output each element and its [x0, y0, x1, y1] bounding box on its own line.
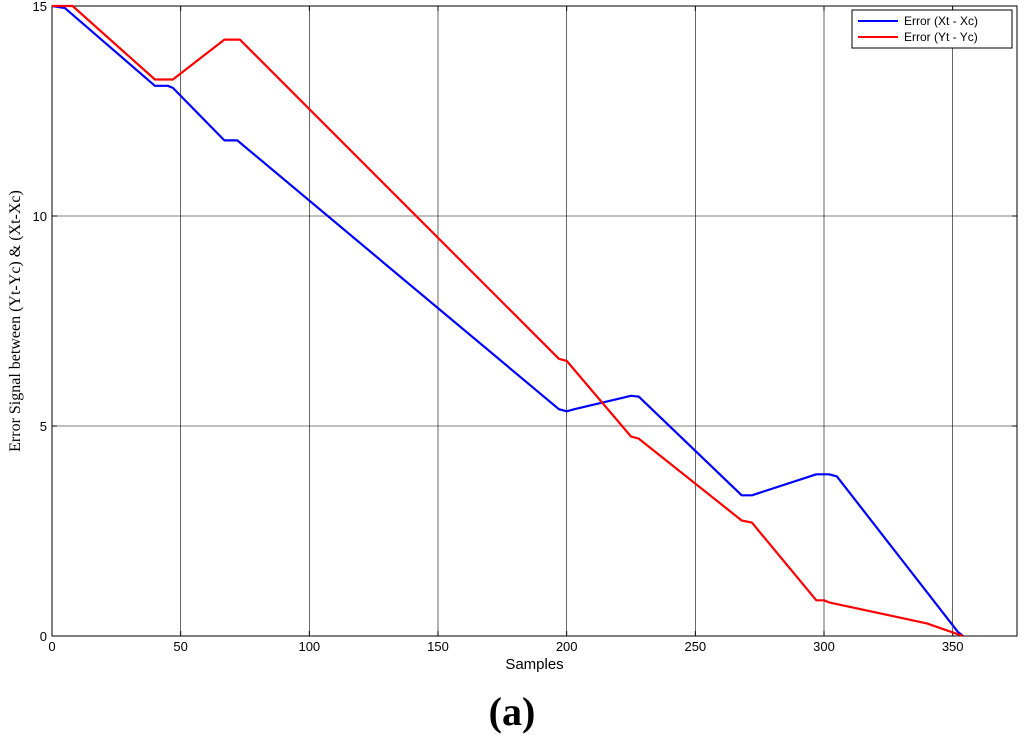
figure-caption: (a) — [0, 688, 1024, 735]
y-tick-label: 15 — [33, 0, 47, 14]
line-chart: 0 50 100 150 200 250 300 350 0 5 10 15 Samples Erro… — [7, 0, 1018, 673]
x-tick-label: 50 — [173, 639, 187, 654]
x-axis-label: Samples — [505, 656, 563, 673]
x-tick-label: 150 — [427, 639, 449, 654]
legend: Error (Xt - Xc) Error (Yt - Yc) — [851, 9, 1013, 49]
caption-letter: a — [502, 689, 522, 734]
series-lines — [51, 4, 964, 638]
y-tick-label: 0 — [40, 629, 47, 644]
y-tick-label: 5 — [40, 419, 47, 434]
legend-label-xt-xc: Error (Xt - Xc) — [904, 14, 978, 28]
y-tick-label: 10 — [33, 209, 47, 224]
axis-ticks: 0 50 100 150 200 250 300 350 0 5 10 15 — [33, 0, 1017, 654]
caption-open-paren: ( — [488, 689, 502, 734]
x-tick-label: 250 — [684, 639, 706, 654]
legend-box — [851, 9, 1013, 49]
x-tick-label: 350 — [942, 639, 964, 654]
series-line-yt-yc — [52, 4, 964, 638]
series-line-xt-xc — [51, 4, 964, 637]
y-axis-label: Error Signal between (Yt-Yc) & (Xt-Xc) — [7, 190, 24, 452]
x-tick-label: 100 — [298, 639, 320, 654]
x-tick-label: 0 — [48, 639, 55, 654]
legend-label-yt-yc: Error (Yt - Yc) — [904, 30, 978, 44]
x-tick-label: 200 — [556, 639, 578, 654]
x-tick-label: 300 — [813, 639, 835, 654]
plot-area — [51, 5, 1018, 637]
grid — [51, 5, 1017, 637]
caption-close-paren: ) — [522, 689, 536, 734]
